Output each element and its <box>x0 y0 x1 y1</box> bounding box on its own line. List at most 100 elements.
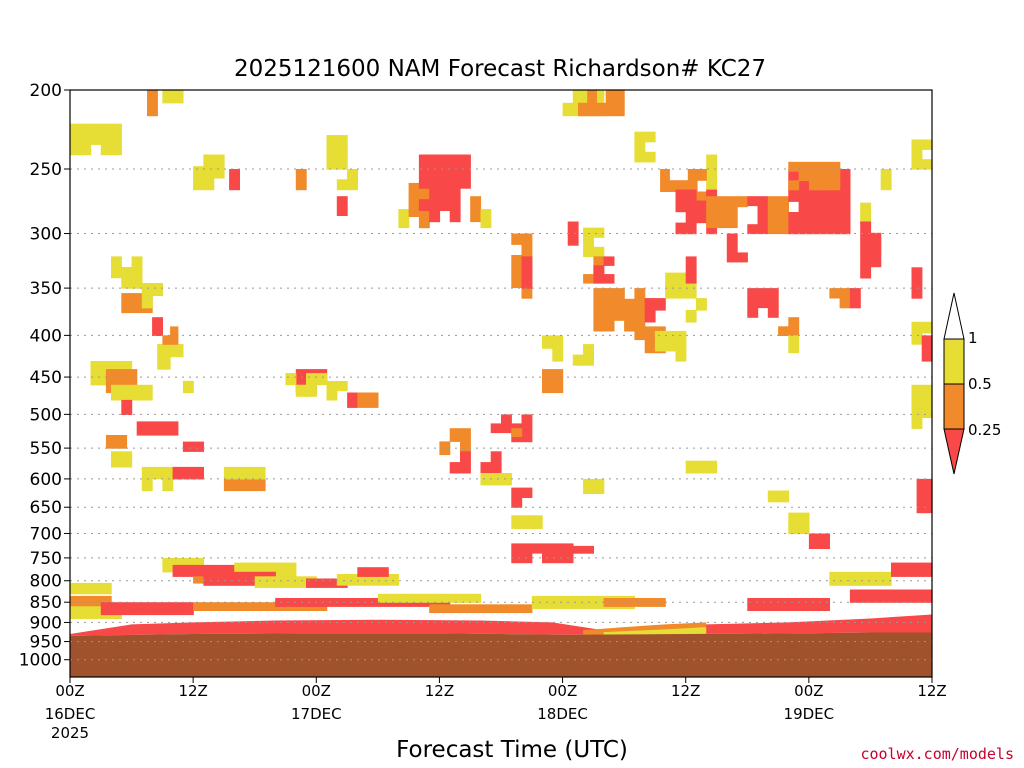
cell <box>157 356 171 370</box>
region-33 <box>706 196 748 229</box>
region-11 <box>418 154 471 223</box>
x-axis-label: Forecast Time (UTC) <box>396 737 628 763</box>
cell <box>675 340 687 352</box>
cell <box>285 562 297 577</box>
cell <box>829 201 841 213</box>
cell <box>593 595 605 609</box>
cell <box>316 373 328 386</box>
cell <box>193 564 204 577</box>
cell <box>798 161 810 172</box>
ytick-label-700: 700 <box>30 524 62 544</box>
cell <box>90 134 102 145</box>
cell <box>152 326 163 336</box>
cell <box>767 297 779 309</box>
cell <box>439 593 451 603</box>
cell <box>788 326 800 336</box>
cell <box>70 582 81 595</box>
cell <box>162 602 174 616</box>
cell <box>685 310 697 323</box>
cell <box>911 321 923 334</box>
cell <box>347 574 358 586</box>
region-3 <box>326 135 348 170</box>
cell <box>70 134 81 145</box>
cell <box>870 244 882 256</box>
region-44 <box>788 335 800 354</box>
cell <box>100 144 112 156</box>
cell <box>490 473 502 486</box>
cell <box>162 478 174 492</box>
cell <box>685 222 697 235</box>
cell <box>480 473 492 486</box>
cell <box>111 134 122 145</box>
cell <box>924 490 933 502</box>
cell <box>587 90 597 104</box>
cell <box>336 196 348 207</box>
region-54 <box>152 317 163 336</box>
cell <box>326 578 338 588</box>
cell <box>624 320 635 332</box>
region-110 <box>891 562 933 577</box>
region-1 <box>162 90 184 104</box>
region-74 <box>357 392 379 408</box>
cell <box>306 578 317 588</box>
cell <box>480 462 492 474</box>
cell <box>808 161 820 172</box>
cell <box>675 351 687 362</box>
cell <box>377 567 389 577</box>
cell <box>511 265 523 278</box>
cell <box>429 154 441 167</box>
cell <box>213 571 225 586</box>
cell <box>839 190 851 202</box>
cell <box>295 169 307 180</box>
region-108 <box>829 571 892 586</box>
colorbar-label-0: 1 <box>968 329 978 347</box>
region-97 <box>70 582 112 595</box>
cell <box>737 196 748 208</box>
cell <box>326 598 338 607</box>
cell <box>439 604 451 614</box>
cell <box>685 274 697 284</box>
cell <box>572 354 584 366</box>
cell <box>757 288 769 299</box>
cell <box>100 134 112 145</box>
cell <box>819 180 830 191</box>
cell <box>336 574 348 586</box>
cell <box>644 326 656 341</box>
cell <box>685 256 697 266</box>
cell <box>244 562 256 577</box>
cell <box>254 602 266 611</box>
cell <box>572 90 584 104</box>
cell <box>439 199 451 211</box>
cell <box>336 381 348 392</box>
cell <box>747 196 759 207</box>
cell <box>326 135 338 147</box>
ytick-label-300: 300 <box>30 225 62 245</box>
cell <box>562 543 574 554</box>
cell <box>511 428 523 438</box>
cell <box>829 571 841 586</box>
cell <box>223 564 235 577</box>
cell <box>880 571 892 586</box>
region-73 <box>347 392 358 408</box>
cell <box>911 384 923 397</box>
region-91 <box>234 562 297 577</box>
ytick-label-750: 750 <box>30 549 62 569</box>
cell <box>182 466 194 480</box>
cell <box>634 288 646 300</box>
cell <box>213 602 225 611</box>
cell <box>567 233 579 246</box>
cell <box>141 466 153 480</box>
cell <box>552 335 564 349</box>
cell <box>521 487 533 498</box>
cell <box>377 574 389 586</box>
cell <box>921 384 933 397</box>
cell <box>829 161 841 172</box>
cell <box>605 102 616 117</box>
cell <box>788 161 800 172</box>
cell <box>418 205 430 217</box>
cell <box>449 604 461 614</box>
cell <box>90 595 102 607</box>
cell <box>613 298 625 311</box>
cell <box>213 564 225 577</box>
